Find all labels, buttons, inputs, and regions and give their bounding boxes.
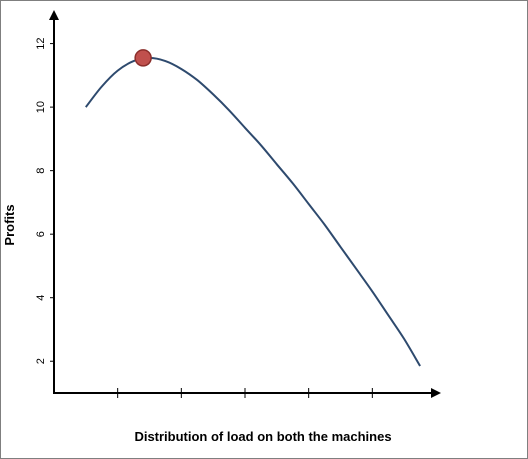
y-tick-label: 10 <box>35 101 47 113</box>
y-tick-label: 6 <box>35 231 47 237</box>
profit-series-line <box>85 56 421 367</box>
max-profit-point <box>134 49 152 67</box>
y-tick-label: 12 <box>35 37 47 49</box>
y-tick-label: 8 <box>35 168 47 174</box>
x-axis-title: Distribution of load on both the machine… <box>134 429 391 444</box>
y-axis-title: Profits <box>2 204 17 245</box>
y-tick-label: 4 <box>35 295 47 301</box>
y-tick-label: 2 <box>35 358 47 364</box>
y-ticks: 2 4 6 8 10 12 <box>35 37 54 364</box>
